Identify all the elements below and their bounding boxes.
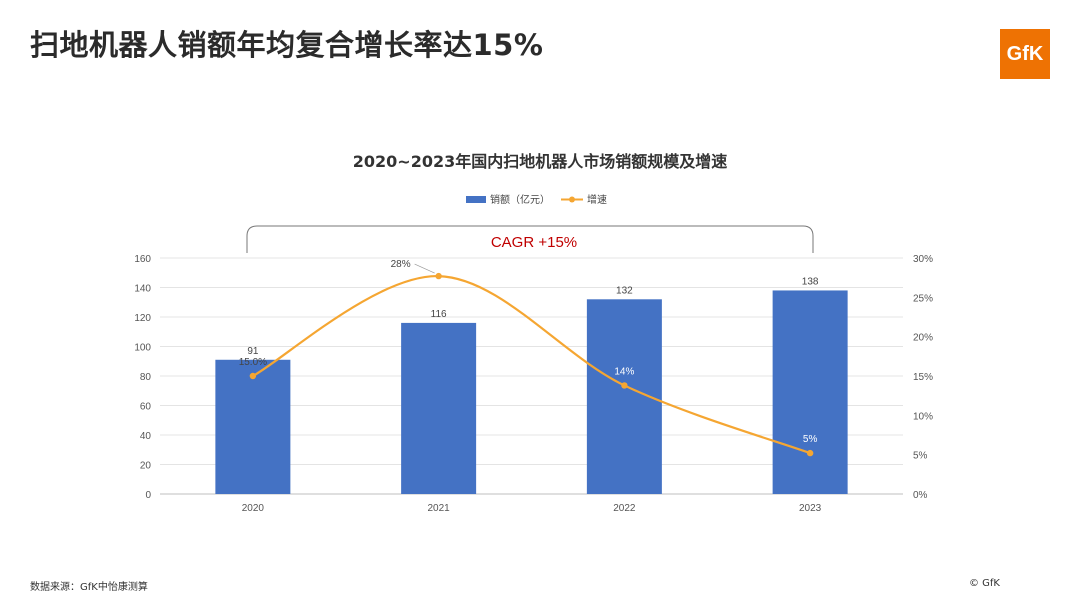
y-left-tick-label: 40 [140, 431, 152, 442]
legend-line-label: 增速 [587, 193, 607, 206]
y-left-tick-label: 20 [140, 461, 152, 472]
y-left-tick-label: 100 [134, 343, 151, 354]
y-right-tick-label: 5% [913, 451, 928, 462]
legend-bar-label: 销额（亿元） [490, 193, 550, 206]
chart-title: 2020~2023年国内扫地机器人市场销额规模及增速 [352, 152, 728, 171]
x-tick-label: 2021 [428, 503, 451, 514]
y-right-tick-label: 25% [913, 293, 933, 304]
y-right-tick-label: 0% [913, 490, 928, 501]
bar [401, 322, 477, 494]
y-right-tick-label: 15% [913, 372, 933, 383]
x-tick-label: 2022 [613, 503, 636, 514]
x-tick-label: 2020 [242, 503, 265, 514]
growth-point [249, 372, 257, 380]
bar-value-label: 116 [431, 309, 447, 320]
data-source-note: 数据来源：GfK中怡康测算 [30, 582, 148, 593]
slide-title: 扫地机器人销额年均复合增长率达15% [30, 28, 544, 62]
y-left-tick-label: 120 [134, 313, 151, 324]
gfk-logo: GfK [1000, 29, 1050, 79]
y-right-tick-label: 30% [913, 254, 933, 265]
growth-line [252, 274, 811, 455]
bar [215, 359, 291, 494]
y-left-tick-label: 140 [134, 284, 151, 295]
y-left-tick-label: 0 [145, 490, 151, 501]
y-right-tick-label: 20% [913, 333, 933, 344]
copyright-note: © GfK [968, 578, 1000, 589]
bar-value-label: 132 [616, 285, 633, 296]
y-left-tick-label: 160 [134, 254, 151, 265]
cagr-annotation: CAGR +15% [491, 234, 577, 251]
combo-chart: 销额（亿元） 增速 CAGR +15% 0 20 40 60 80 100 120 140 160 0%… [134, 193, 933, 514]
growth-label: 28% [391, 259, 411, 270]
legend-bar-swatch [466, 196, 486, 203]
x-tick-label: 2023 [799, 503, 822, 514]
legend-line-marker [569, 196, 575, 203]
y-left-tick-label: 60 [140, 402, 152, 413]
cagr-bracket [246, 225, 814, 253]
growth-label: 14% [614, 366, 634, 377]
bar [772, 290, 848, 494]
y-right-tick-label: 10% [913, 411, 933, 422]
growth-point [621, 382, 628, 389]
y-left-tick-label: 80 [140, 372, 152, 383]
growth-label: 5% [803, 434, 818, 445]
label-leader-line [414, 263, 435, 274]
bar-value-label: 91 [247, 346, 259, 357]
bar-value-label: 138 [802, 276, 819, 287]
growth-point [806, 449, 814, 457]
growth-label: 15.0% [239, 357, 267, 368]
growth-point [435, 272, 442, 280]
